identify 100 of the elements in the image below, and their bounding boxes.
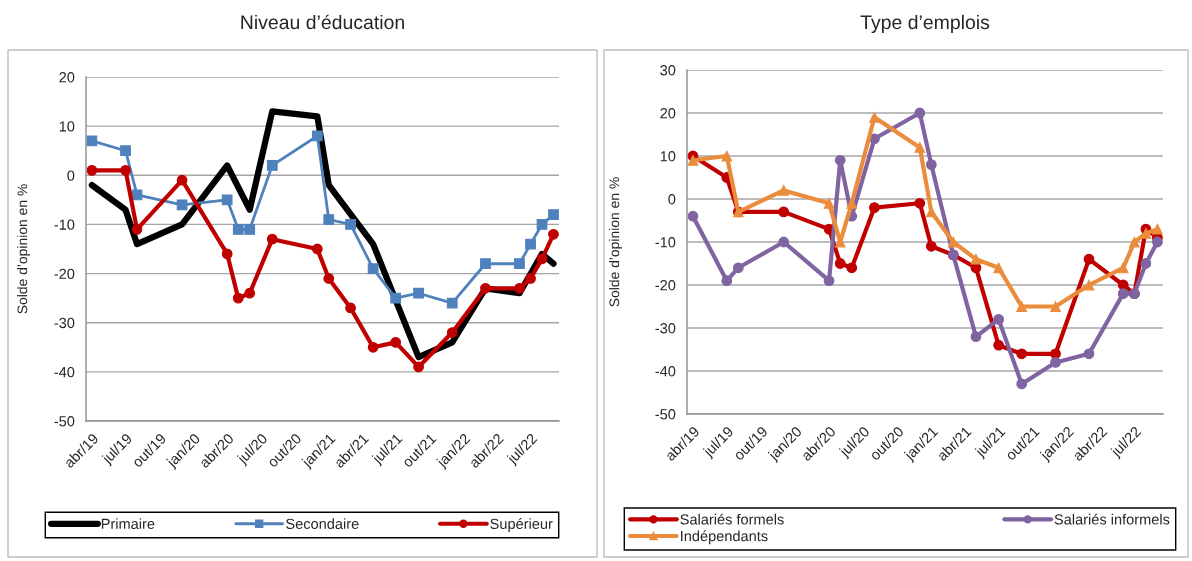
legend-label: Secondaire — [286, 518, 359, 529]
point — [834, 154, 846, 166]
y-tick-label: 10 — [59, 121, 75, 132]
y-axis-title: Solde d’opinion en % — [609, 177, 622, 307]
point — [413, 287, 424, 299]
y-tick-label: 0 — [67, 170, 75, 181]
point — [244, 287, 256, 299]
point — [367, 263, 379, 275]
legend-label: Salariés informels — [1054, 513, 1170, 525]
point — [925, 240, 937, 252]
point — [120, 145, 131, 157]
point — [1140, 258, 1152, 269]
point — [266, 160, 278, 171]
point — [536, 219, 548, 230]
point — [993, 339, 1005, 351]
point — [480, 282, 491, 294]
point — [221, 248, 233, 260]
point — [1016, 301, 1028, 312]
point — [311, 130, 323, 142]
point — [86, 164, 98, 176]
point — [525, 273, 536, 284]
point — [778, 185, 790, 196]
point — [914, 197, 926, 209]
y-tick-label: -50 — [655, 409, 676, 420]
point — [390, 292, 402, 304]
legend-label: Primaire — [101, 518, 155, 529]
point — [846, 197, 858, 209]
y-tick-label: 20 — [660, 108, 676, 119]
point — [176, 199, 188, 211]
point — [514, 258, 525, 270]
point — [525, 238, 536, 250]
point — [1083, 348, 1095, 360]
point — [1152, 223, 1163, 235]
y-tick-label: 0 — [668, 194, 676, 205]
legend-label: Salariés formels — [680, 513, 784, 525]
point — [1083, 253, 1095, 265]
y-tick-label: -30 — [54, 317, 75, 329]
point — [514, 282, 525, 294]
point — [221, 194, 233, 206]
point — [993, 262, 1005, 274]
point — [970, 253, 982, 265]
point — [1083, 279, 1095, 291]
point — [823, 275, 835, 287]
point — [232, 292, 244, 304]
point — [548, 209, 559, 220]
point — [480, 258, 491, 270]
point — [914, 142, 926, 153]
point — [266, 233, 278, 245]
point — [925, 159, 937, 170]
point — [323, 273, 335, 284]
point — [413, 361, 424, 373]
chart-title: Niveau d’éducation — [241, 14, 404, 30]
point — [390, 336, 402, 348]
y-tick-label: -40 — [655, 366, 676, 377]
point — [869, 111, 880, 123]
y-tick-label: 10 — [660, 151, 676, 162]
point — [244, 223, 256, 235]
point — [536, 253, 548, 265]
point — [846, 262, 858, 274]
legend-label: Supérieur — [490, 518, 553, 532]
point — [1050, 357, 1061, 368]
point — [869, 202, 880, 213]
point — [548, 228, 559, 240]
point — [914, 107, 926, 119]
point — [345, 302, 356, 314]
point — [823, 197, 835, 209]
y-tick-label: -30 — [655, 323, 676, 334]
point — [1128, 236, 1140, 248]
point — [1050, 301, 1061, 312]
point — [732, 262, 744, 274]
point — [176, 174, 188, 186]
point — [1117, 288, 1129, 299]
point — [721, 275, 733, 287]
point — [1152, 236, 1163, 248]
y-tick-label: 30 — [660, 65, 676, 76]
y-tick-label: -50 — [54, 416, 75, 427]
legend-label: Indépendants — [681, 530, 768, 545]
point — [131, 223, 143, 235]
point — [993, 314, 1005, 325]
point — [446, 297, 458, 309]
point — [721, 150, 733, 162]
point — [120, 164, 131, 176]
y-tick-label: -10 — [655, 237, 676, 248]
point — [947, 236, 959, 248]
point — [687, 154, 699, 166]
y-tick-label: -20 — [54, 268, 75, 279]
chart-title: Type d’emplois — [860, 14, 990, 34]
point — [311, 243, 323, 255]
y-tick-label: -40 — [54, 366, 75, 378]
point — [446, 327, 458, 338]
point — [367, 341, 379, 353]
point — [1016, 378, 1028, 390]
y-axis-title: Solde d’opinion en % — [17, 184, 30, 314]
point — [925, 206, 937, 218]
point — [687, 210, 699, 222]
y-tick-label: -10 — [54, 219, 75, 230]
point — [232, 223, 244, 235]
point — [778, 206, 790, 218]
point — [1016, 348, 1028, 360]
point — [970, 331, 982, 342]
